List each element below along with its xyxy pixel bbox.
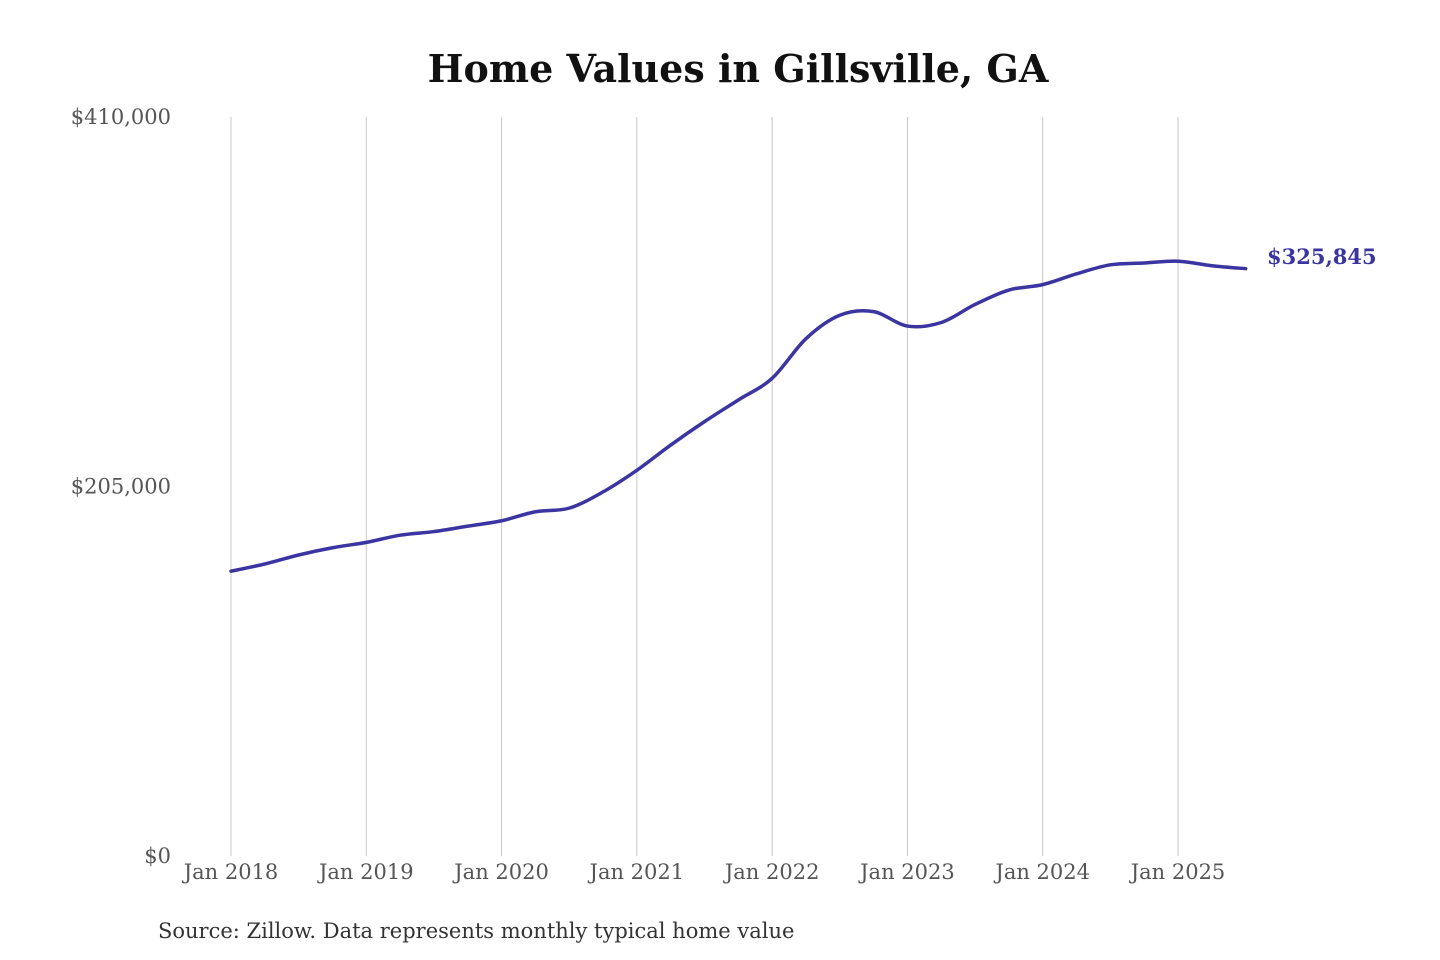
data-point	[1108, 263, 1112, 267]
y-tick-label: $0	[144, 844, 171, 868]
data-point	[804, 337, 808, 341]
source-note: Source: Zillow. Data represents monthly …	[158, 919, 794, 943]
data-point	[567, 506, 571, 510]
data-point	[1210, 264, 1214, 268]
data-point	[635, 468, 639, 472]
grid-layer	[230, 117, 1179, 856]
x-tick-label: Jan 2022	[723, 860, 820, 884]
data-point	[263, 562, 267, 566]
x-tick-label: Jan 2019	[317, 860, 414, 884]
data-point	[432, 530, 436, 534]
series-line-0	[229, 259, 1248, 573]
data-point	[330, 546, 334, 550]
data-point	[1244, 267, 1248, 271]
data-point	[1075, 272, 1079, 276]
data-point	[297, 553, 301, 557]
chart-title: Home Values in Gillsville, GA	[428, 46, 1049, 91]
data-point	[703, 420, 707, 424]
y-tick-label: $410,000	[71, 105, 171, 129]
x-tick-label: Jan 2021	[588, 860, 685, 884]
data-point	[229, 569, 233, 573]
data-point	[905, 324, 909, 328]
y-tick-label: $205,000	[71, 475, 171, 499]
x-tick-label: Jan 2023	[858, 860, 955, 884]
x-axis: Jan 2018 Jan 2019 Jan 2020 Jan 2021 Jan 2022…	[182, 860, 1226, 884]
data-point	[364, 540, 368, 544]
data-point	[736, 398, 740, 402]
x-tick-label: Jan 2020	[452, 860, 549, 884]
data-point	[398, 533, 402, 537]
x-tick-label: Jan 2018	[182, 860, 279, 884]
data-point	[973, 302, 977, 306]
data-point	[770, 376, 774, 380]
data-point	[872, 310, 876, 314]
x-tick-label: Jan 2025	[1129, 860, 1226, 884]
data-point	[1142, 261, 1146, 265]
x-tick-label: Jan 2024	[993, 860, 1090, 884]
data-point	[533, 510, 537, 514]
data-point	[838, 313, 842, 317]
data-point	[1176, 259, 1180, 263]
data-point	[1007, 288, 1011, 292]
end-value-label: $325,845	[1267, 244, 1377, 269]
y-axis: $0 $205,000 $410,000	[71, 105, 171, 868]
data-point	[939, 320, 943, 324]
data-point	[466, 524, 470, 528]
data-point	[500, 519, 504, 523]
data-point	[1041, 283, 1045, 287]
data-point	[601, 490, 605, 494]
series-layer	[229, 259, 1248, 573]
data-point	[669, 443, 673, 447]
